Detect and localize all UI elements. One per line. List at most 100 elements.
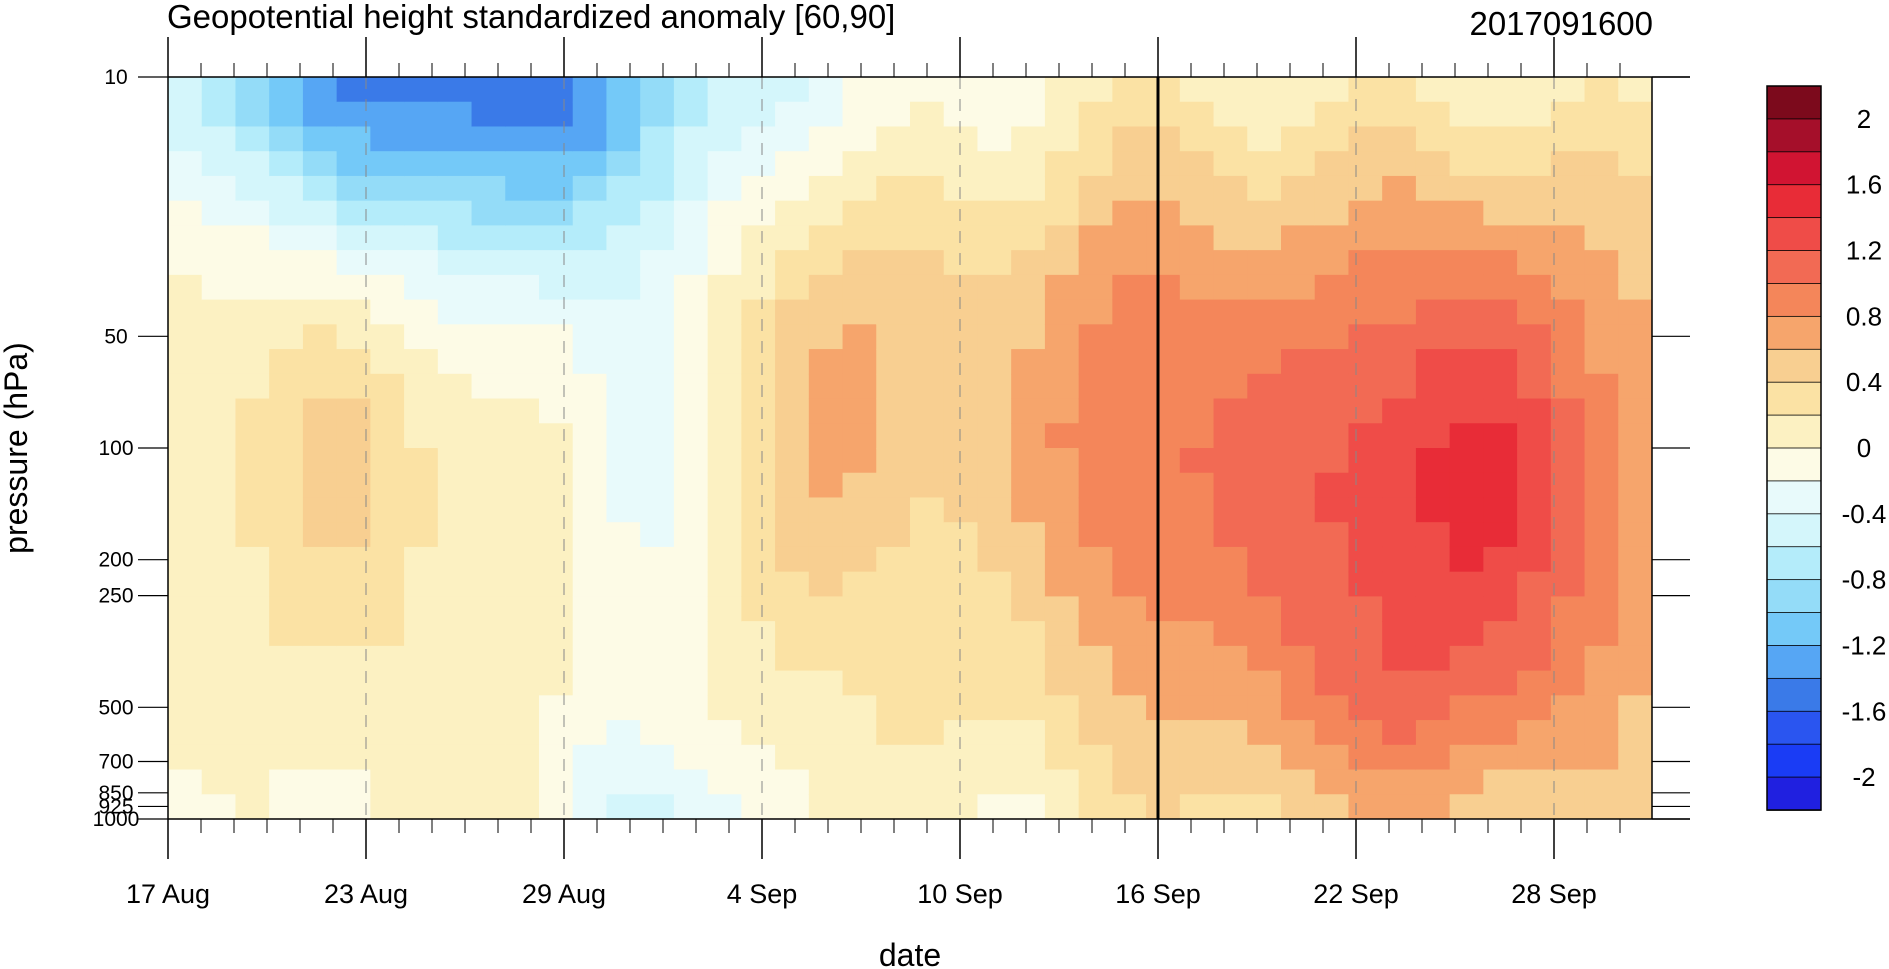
heatmap-cell	[437, 151, 473, 177]
heatmap-cell	[1382, 423, 1417, 449]
heatmap-cell	[1011, 175, 1046, 202]
heatmap-cell	[606, 695, 641, 721]
heatmap-cell	[673, 225, 709, 251]
heatmap-cell	[539, 769, 574, 795]
heatmap-cell	[302, 423, 338, 449]
heatmap-cell	[808, 77, 844, 103]
heatmap-cell	[1314, 423, 1350, 449]
heatmap-cell	[437, 720, 473, 746]
heatmap-cell	[572, 77, 608, 103]
heatmap-cell	[1584, 472, 1619, 499]
heatmap-cell	[269, 596, 304, 622]
heatmap-cell	[1179, 571, 1215, 597]
heatmap-cell	[1281, 225, 1316, 251]
heatmap-cell	[539, 151, 574, 177]
heatmap-cell	[1213, 200, 1248, 226]
heatmap-cell	[336, 472, 371, 499]
heatmap-cell	[707, 596, 742, 622]
heatmap-cell	[741, 571, 776, 597]
heatmap-cell	[707, 126, 742, 152]
heatmap-cell	[943, 274, 979, 301]
heatmap-cell	[1550, 373, 1586, 400]
heatmap-cell	[1044, 175, 1080, 202]
heatmap-cell	[1415, 299, 1451, 325]
heatmap-cell	[1179, 225, 1215, 251]
heatmap-cell	[1044, 720, 1080, 746]
heatmap-cell	[370, 522, 405, 548]
heatmap-cell	[1314, 769, 1350, 795]
heatmap-cell	[1281, 398, 1316, 424]
heatmap-cell	[505, 670, 540, 696]
heatmap-cell	[1078, 695, 1113, 721]
heatmap-cell	[741, 299, 776, 325]
heatmap-cell	[1247, 621, 1282, 647]
heatmap-cell	[943, 448, 979, 474]
heatmap-cell	[1415, 151, 1451, 177]
heatmap-cell	[1179, 126, 1215, 152]
heatmap-cell	[1483, 645, 1518, 672]
heatmap-cell	[572, 349, 608, 375]
heatmap-cell	[808, 423, 844, 449]
heatmap-cell	[1348, 448, 1383, 474]
heatmap-cell	[269, 621, 304, 647]
heatmap-cell	[1213, 596, 1248, 622]
heatmap-cell	[404, 621, 439, 647]
heatmap-cell	[1618, 744, 1652, 771]
heatmap-cell	[1247, 571, 1282, 597]
heatmap-cell	[336, 274, 371, 301]
heatmap-cell	[606, 77, 641, 103]
heatmap-cell	[1517, 225, 1552, 251]
heatmap-cell	[741, 522, 776, 548]
heatmap-cell	[1449, 126, 1484, 152]
heatmap-cell	[842, 497, 877, 523]
heatmap-cell	[1146, 522, 1181, 548]
heatmap-cell	[808, 695, 844, 721]
heatmap-cell	[1247, 77, 1282, 103]
x-tick-label: 29 Aug	[522, 879, 606, 909]
heatmap-cell	[1314, 126, 1350, 152]
heatmap-cell	[842, 571, 877, 597]
heatmap-cell	[943, 299, 979, 325]
heatmap-cell	[910, 225, 945, 251]
heatmap-cell	[1314, 398, 1350, 424]
colorbar-swatch	[1766, 315, 1822, 351]
heatmap-cell	[775, 126, 810, 152]
heatmap-cell	[168, 299, 203, 325]
heatmap-cell	[910, 324, 945, 350]
heatmap-cell	[1584, 744, 1619, 771]
heatmap-cell	[1146, 497, 1181, 523]
heatmap-cell	[842, 349, 877, 375]
heatmap-cell	[437, 522, 473, 548]
heatmap-cell	[741, 497, 776, 523]
heatmap-cell	[1517, 101, 1552, 128]
heatmap-cell	[673, 398, 709, 424]
heatmap-cell	[404, 571, 439, 597]
heatmap-cell	[1011, 472, 1046, 499]
colorbar-swatch	[1766, 151, 1822, 186]
heatmap-cell	[572, 695, 608, 721]
heatmap-cell	[606, 175, 641, 202]
heatmap-cell	[977, 472, 1012, 499]
heatmap-cell	[201, 522, 237, 548]
heatmap-cell	[437, 769, 473, 795]
heatmap-cell	[1449, 596, 1484, 622]
heatmap-cell	[842, 546, 877, 573]
heatmap-cell	[842, 373, 877, 400]
heatmap-cell	[1584, 769, 1619, 795]
heatmap-cell	[1348, 398, 1383, 424]
heatmap-cell	[1247, 151, 1282, 177]
heatmap-cell	[1483, 769, 1518, 795]
heatmap-cell	[370, 101, 405, 128]
heatmap-cell	[1618, 126, 1652, 152]
heatmap-cell	[539, 472, 574, 499]
heatmap-cell	[808, 670, 844, 696]
heatmap-cell	[775, 200, 810, 226]
heatmap-cell	[1112, 497, 1147, 523]
heatmap-cell	[505, 596, 540, 622]
heatmap-cell	[1146, 77, 1181, 103]
heatmap-cell	[775, 274, 810, 301]
heatmap-cell	[977, 448, 1012, 474]
heatmap-cell	[1179, 324, 1215, 350]
heatmap-cell	[269, 695, 304, 721]
colorbar-swatch	[1766, 283, 1822, 318]
